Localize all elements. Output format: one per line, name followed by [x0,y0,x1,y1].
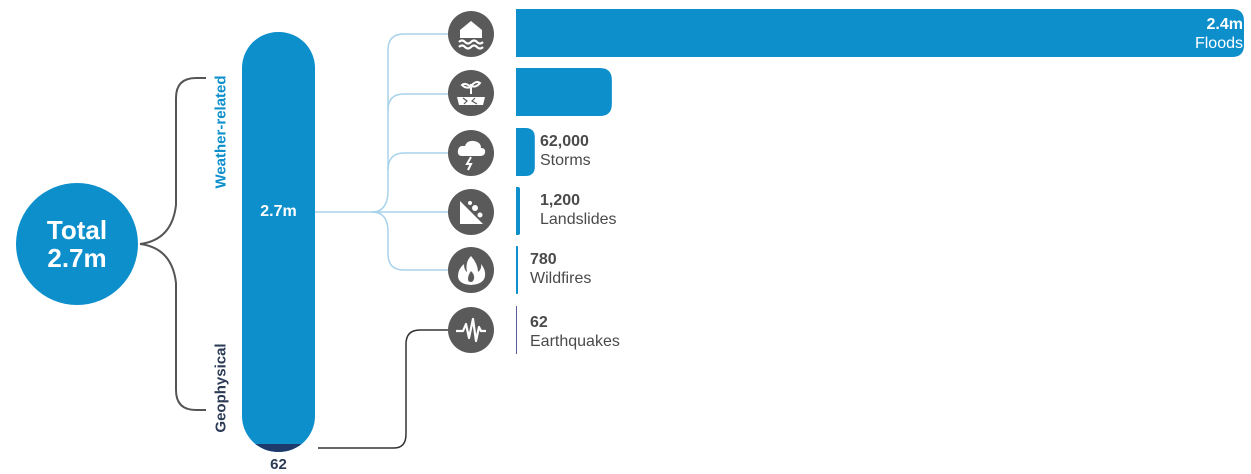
value-landslides: 1,200 [540,192,581,209]
weather-group-label: Weather-related [212,75,230,189]
label-wildfires: 780 Wildfires [530,250,591,288]
geophysical-value: 62 [270,456,287,473]
total-pill [242,32,315,452]
bar-droughts [516,68,612,116]
bar-wildfires [516,246,518,294]
category-landslides: Landslides [540,211,617,228]
value-earthquakes: 62 [530,314,548,331]
earthquake-icon [448,307,494,353]
total-label: Total [46,215,108,245]
total-circle: Total 2.7m [16,183,138,305]
category-earthquakes: Earthquakes [530,333,620,350]
label-landslides: 1,200 Landslides [540,191,617,229]
total-bracket-lower [139,243,206,411]
total-bracket [139,77,206,245]
value-floods: 2.4m [1206,16,1243,33]
value-droughts: 316,000 [630,75,688,92]
geo-connector [318,329,448,449]
storm-icon [448,130,494,176]
label-earthquakes: 62 Earthquakes [530,313,620,351]
geophysical-segment [242,444,315,452]
label-floods: 2.4m Floods [1195,15,1243,53]
value-wildfires: 780 [530,251,557,268]
category-storms: Storms [540,152,591,169]
label-storms: 62,000 Storms [540,132,591,170]
category-wildfires: Wildfires [530,270,592,287]
bar-landslides [516,187,520,235]
category-floods: Floods [1194,35,1243,52]
label-droughts: 316,000 Droughts [623,74,688,112]
value-storms: 62,000 [540,133,589,150]
total-value: 2.7m [47,243,107,273]
bar-storms [516,128,535,176]
category-droughts: Droughts [623,94,688,111]
bar-earthquakes [516,306,517,354]
bars-layer [516,9,1244,354]
weather-value: 2.7m [260,203,297,220]
wildfire-icon [448,247,494,293]
flood-icon [448,11,494,57]
bar-floods [516,9,1244,57]
landslide-icon [448,189,494,235]
geophysical-group-label: Geophysical [212,343,230,433]
drought-icon [448,70,494,116]
